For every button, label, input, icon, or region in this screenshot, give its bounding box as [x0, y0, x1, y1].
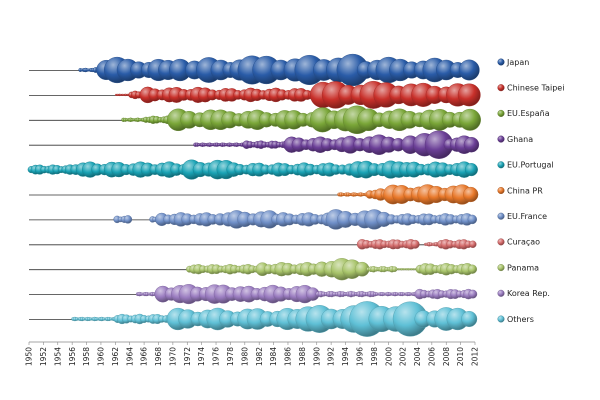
- legend-marker-curacao: [497, 238, 505, 246]
- bubble-others: [461, 311, 478, 328]
- x-tick-label: 1956: [68, 347, 77, 366]
- x-tick-label: 1986: [284, 347, 293, 366]
- legend-label-japan: Japan: [506, 58, 529, 67]
- x-tick-label: 1982: [255, 347, 264, 366]
- legend-label-curacao: Curaçao: [507, 238, 540, 247]
- bubble-eu-france: [467, 214, 477, 225]
- legend-label-chinese-taipei: Chinese Taipei: [507, 84, 564, 93]
- legend-marker-ghana: [497, 135, 505, 143]
- legend-marker-eu-portugal: [497, 161, 505, 169]
- x-tick-label: 2008: [442, 347, 451, 366]
- series-row-eu-portugal: [27, 159, 478, 180]
- x-tick-label: 2002: [399, 347, 408, 366]
- x-tick-label: 1988: [298, 347, 307, 366]
- legend-label-ghana: Ghana: [507, 135, 533, 144]
- x-tick-label: 1976: [212, 347, 221, 366]
- bubble-chinese-taipei: [457, 83, 481, 107]
- legend-marker-korea-rep: [497, 289, 505, 297]
- series-row-curacao: [29, 239, 477, 250]
- x-tick-label: 1962: [111, 347, 120, 366]
- bubble-eu-portugal: [464, 163, 478, 177]
- x-tick-label: 2000: [384, 347, 393, 366]
- bubble-curacao: [410, 239, 420, 249]
- x-tick-label: 1994: [341, 347, 350, 366]
- x-tick-label: 2006: [427, 347, 436, 366]
- x-tick-label: 1960: [97, 347, 106, 366]
- x-tick-label: 1996: [356, 347, 365, 366]
- legend: Japan Chinese Taipei EU.España Ghana EU.Port…: [497, 58, 564, 324]
- series-row-china-pr: [29, 184, 479, 205]
- series-row-eu-espana: [29, 105, 481, 135]
- legend-label-eu-espana: EU.España: [507, 109, 550, 118]
- x-tick-label: 1954: [53, 347, 62, 366]
- legend-item-panama: Panama: [497, 263, 539, 272]
- series-row-panama: [29, 258, 478, 281]
- series-row-chinese-taipei: [29, 81, 481, 109]
- legend-item-ghana: Ghana: [497, 135, 533, 144]
- legend-label-panama: Panama: [507, 263, 539, 272]
- series-row-ghana: [29, 130, 480, 159]
- legend-marker-panama: [497, 264, 505, 272]
- legend-label-others: Others: [507, 315, 534, 324]
- x-tick-label: 1950: [25, 347, 34, 366]
- legend-item-japan: Japan: [497, 58, 529, 67]
- bubble-japan: [458, 59, 480, 81]
- legend-item-curacao: Curaçao: [497, 238, 540, 247]
- x-tick-label: 1966: [140, 347, 149, 366]
- legend-item-eu-france: EU.France: [497, 212, 547, 221]
- x-tick-label: 1978: [226, 347, 235, 366]
- legend-marker-china-pr: [497, 186, 505, 194]
- x-axis: 1950 1952 1954 1956 1958 1960 1962 1964 1966 1968…: [25, 341, 480, 366]
- series-row-others: [29, 301, 478, 337]
- legend-label-china-pr: China PR: [507, 186, 543, 195]
- legend-label-eu-france: EU.France: [507, 212, 547, 221]
- x-tick-label: 1970: [169, 347, 178, 366]
- series-row-eu-france: [29, 209, 477, 230]
- x-tick-label: 1974: [197, 347, 206, 366]
- x-tick-label: 1998: [370, 347, 379, 366]
- bubble-eu-espana: [459, 108, 481, 131]
- bubble-korea-rep: [468, 289, 478, 299]
- x-tick-label: 1968: [154, 347, 163, 366]
- legend-marker-japan: [497, 58, 505, 66]
- series-rows: [27, 53, 481, 337]
- x-tick-label: 1984: [269, 347, 278, 366]
- legend-item-eu-portugal: EU.Portugal: [497, 161, 554, 170]
- x-tick-label: 1964: [125, 347, 134, 366]
- legend-item-china-pr: China PR: [497, 186, 543, 195]
- x-tick-label: 2004: [413, 347, 422, 366]
- x-tick-label: 2010: [456, 347, 465, 366]
- bubble-panama: [467, 264, 478, 274]
- x-tick-label: 1972: [183, 347, 192, 366]
- x-tick-label: 1992: [327, 347, 336, 366]
- x-tick-label: 1990: [312, 347, 321, 366]
- series-row-japan: [29, 53, 480, 87]
- legend-marker-chinese-taipei: [497, 84, 505, 92]
- legend-marker-others: [497, 315, 505, 323]
- legend-marker-eu-france: [497, 212, 505, 220]
- legend-item-eu-espana: EU.España: [497, 109, 550, 118]
- x-tick-label: 2012: [471, 347, 480, 366]
- legend-item-others: Others: [497, 315, 534, 324]
- legend-label-eu-portugal: EU.Portugal: [507, 161, 554, 170]
- bubble-curacao: [469, 240, 477, 249]
- legend-marker-eu-espana: [497, 109, 505, 117]
- x-tick-label: 1958: [82, 347, 91, 366]
- series-row-korea-rep: [29, 284, 478, 305]
- legend-item-chinese-taipei: Chinese Taipei: [497, 84, 564, 93]
- legend-item-korea-rep: Korea Rep.: [497, 289, 550, 298]
- x-tick-label: 1980: [240, 347, 249, 366]
- bubble-china-pr: [463, 186, 479, 203]
- bubble-eu-france: [123, 215, 133, 224]
- bubble-ghana: [463, 136, 480, 153]
- x-tick-label: 1952: [39, 347, 48, 366]
- legend-label-korea-rep: Korea Rep.: [507, 289, 550, 298]
